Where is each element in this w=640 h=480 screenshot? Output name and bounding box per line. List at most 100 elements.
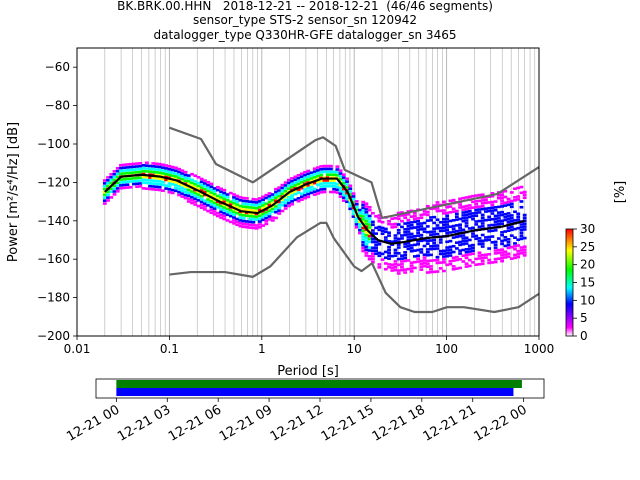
ppd-cell xyxy=(448,262,453,266)
ppd-cell xyxy=(425,219,430,222)
ppd-cell xyxy=(361,200,366,204)
ppd-cell xyxy=(119,184,123,187)
ppd-cell xyxy=(196,184,201,188)
ppd-cell xyxy=(228,203,233,206)
ppd-cell xyxy=(219,207,223,211)
ppd-cell xyxy=(254,227,259,230)
ppd-cell xyxy=(235,203,240,206)
ppd-cell xyxy=(500,259,504,263)
ppd-cell xyxy=(464,262,469,266)
ppd-cell xyxy=(106,184,110,188)
ppd-cell xyxy=(374,246,379,250)
ppd-cell xyxy=(506,226,511,230)
ppd-cell xyxy=(361,203,366,207)
ppd-cell xyxy=(500,233,504,237)
ppd-cell xyxy=(306,189,311,193)
ppd-cell xyxy=(390,223,395,226)
ppd-cell xyxy=(416,222,421,226)
ppd-cell xyxy=(467,212,472,216)
ppd-cell xyxy=(106,193,110,197)
ppd-cell xyxy=(522,254,527,257)
ppd-cell xyxy=(354,225,359,229)
ppd-cell xyxy=(500,210,504,214)
ppd-cell xyxy=(102,193,107,197)
ppd-cell xyxy=(167,170,172,174)
ppd-cell xyxy=(412,214,417,218)
ppd-cell xyxy=(522,190,527,194)
ppd-cell xyxy=(419,251,424,254)
ppd-cell xyxy=(151,167,156,171)
ppd-cell xyxy=(464,265,469,268)
ppd-cell xyxy=(425,242,430,245)
ppd-cell xyxy=(290,179,295,183)
ppd-cell xyxy=(390,263,395,267)
ppd-cell xyxy=(467,207,472,210)
ppd-cell xyxy=(154,171,159,174)
timeline-tick-label: 12-21 00 xyxy=(64,402,122,444)
ppd-cell xyxy=(364,208,369,211)
ppd-cell xyxy=(367,220,372,224)
ppd-cell xyxy=(180,195,185,198)
ppd-cell xyxy=(161,163,165,167)
ppd-cell xyxy=(354,220,359,223)
ppd-cell xyxy=(484,236,488,239)
ppd-cell xyxy=(425,213,430,217)
ppd-cell xyxy=(409,235,414,239)
ppd-cell xyxy=(516,212,521,216)
ppd-cell xyxy=(490,235,495,238)
ppd-cell xyxy=(370,229,375,232)
ppd-cell xyxy=(203,185,207,188)
ppd-cell xyxy=(403,256,408,260)
ppd-cell xyxy=(496,248,501,252)
ppd-cell xyxy=(519,205,524,209)
ppd-cell xyxy=(387,251,391,255)
ppd-cell xyxy=(232,219,236,222)
ppd-cell xyxy=(503,215,508,219)
ppd-cell xyxy=(296,197,301,200)
ppd-cell xyxy=(280,201,285,204)
ppd-cell xyxy=(429,244,433,248)
ppd-cell xyxy=(138,170,143,174)
ppd-cell xyxy=(496,257,501,261)
ppd-cell xyxy=(471,249,475,253)
ppd-cell xyxy=(206,201,211,204)
x-tick-label: 1000 xyxy=(524,342,555,356)
ppd-cell xyxy=(338,189,343,193)
ppd-cell xyxy=(154,168,159,171)
ppd-cell xyxy=(251,197,256,201)
ppd-cell xyxy=(128,168,133,172)
ppd-cell xyxy=(329,170,333,174)
ppd-cell xyxy=(484,256,488,259)
ppd-cell xyxy=(173,186,178,190)
ppd-cell xyxy=(131,182,136,186)
ppd-cell xyxy=(128,185,133,189)
ppd-cell xyxy=(435,209,440,213)
ppd-cell xyxy=(329,184,333,188)
ppd-cell xyxy=(125,163,130,166)
ppd-cell xyxy=(215,214,220,218)
ppd-cell xyxy=(241,202,246,206)
ppd-cell xyxy=(128,165,133,169)
ppd-cell xyxy=(519,185,524,189)
ppd-cell xyxy=(400,225,404,229)
ppd-cell xyxy=(287,204,291,208)
ppd-cell xyxy=(396,214,401,218)
ppd-cell xyxy=(335,173,340,177)
ppd-cell xyxy=(490,241,495,244)
ppd-cell xyxy=(254,218,259,222)
ppd-cell xyxy=(332,173,337,177)
ppd-cell xyxy=(454,235,459,239)
ppd-cell xyxy=(251,206,256,210)
ppd-cell xyxy=(209,205,214,209)
ppd-cell xyxy=(212,213,217,216)
ppd-cell xyxy=(506,215,511,218)
ppd-cell xyxy=(451,236,456,239)
ppd-cell xyxy=(248,203,253,206)
ppd-cell xyxy=(496,196,501,200)
ppd-cell xyxy=(303,196,307,200)
ppd-cell xyxy=(513,242,517,245)
ppd-cell xyxy=(312,181,317,185)
ppd-cell xyxy=(506,212,511,215)
ppd-cell xyxy=(329,173,333,177)
ppd-cell xyxy=(241,222,246,226)
